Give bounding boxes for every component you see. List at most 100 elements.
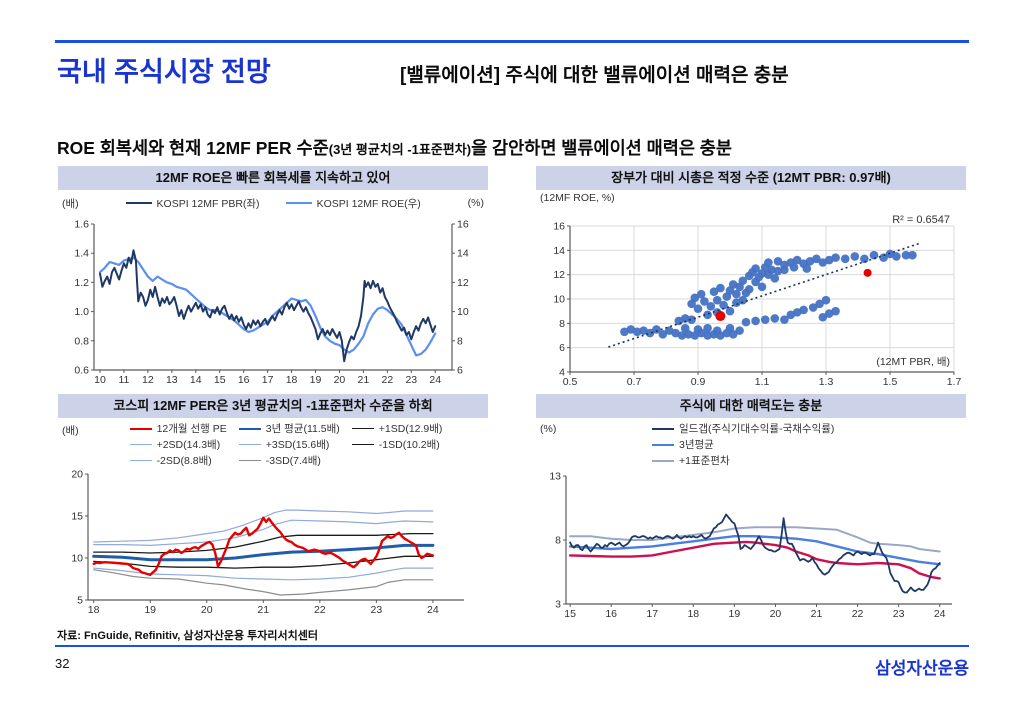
legend-swatch	[238, 444, 261, 445]
svg-text:5: 5	[77, 595, 83, 607]
series-KOSPI 12MF PBR(좌)	[99, 249, 437, 363]
svg-text:12: 12	[553, 269, 565, 281]
legend-block: (%) 일드갭(주식기대수익률-국채수익률) 3년평균 +1표준편차	[536, 418, 966, 468]
svg-text:10: 10	[553, 294, 565, 306]
svg-text:1.7: 1.7	[947, 376, 962, 388]
panel-title: 12MF ROE은 빠른 회복세를 지속하고 있어	[58, 166, 488, 190]
legend-swatch	[351, 444, 374, 445]
highlight-point	[863, 268, 872, 277]
svg-text:1.6: 1.6	[74, 219, 89, 231]
legend: 12개월 선행 PE 3년 평균(11.5배) +1SD(12.9배) +2SD(14…	[104, 421, 442, 468]
axis-unit-left: (12MF ROE, %)	[540, 192, 615, 204]
panel-per-bands: 코스피 12MF PER은 3년 평균치의 -1표준편차 수준을 하회 (배) …	[58, 394, 488, 620]
svg-text:20: 20	[770, 608, 782, 620]
section-heading-prefix: ROE 회복세와 현재 12MF PER 수준	[57, 138, 329, 158]
legend-item: 3년 평균(11.5배)	[238, 421, 340, 436]
svg-text:16: 16	[238, 374, 250, 386]
yield-gap-line-chart: 15 16 17 18 19 20 21 22 23 24 3 8 13	[549, 471, 952, 620]
svg-text:0.8: 0.8	[74, 335, 89, 347]
legend: KOSPI 12MF PBR(좌) KOSPI 12MF ROE(우)	[79, 196, 468, 211]
svg-text:19: 19	[310, 374, 322, 386]
svg-text:13: 13	[549, 471, 561, 483]
legend-label: +1표준편차	[679, 455, 730, 467]
panel-yield-gap: 주식에 대한 매력도는 충분 (%) 일드갭(주식기대수익률-국채수익률) 3년평…	[536, 394, 966, 626]
panel-pbr-roe-trend: 12MF ROE은 빠른 회복세를 지속하고 있어 (배) KOSPI 12MF…	[58, 166, 488, 392]
svg-text:6: 6	[559, 342, 565, 354]
svg-text:15: 15	[564, 608, 576, 620]
svg-text:22: 22	[314, 604, 326, 616]
legend-swatch	[652, 427, 674, 430]
legend-label: -1SD(10.2배)	[378, 439, 440, 451]
legend-label: 12개월 선행 PE	[156, 423, 227, 435]
svg-text:16: 16	[605, 608, 617, 620]
legend-label: -2SD(8.8배)	[156, 455, 212, 467]
top-divider	[55, 40, 969, 43]
legend-swatch	[125, 202, 152, 204]
panel-pbr-roe-scatter: 장부가 대비 시총은 적정 수준 (12MT PBR: 0.97배) (12MF…	[536, 166, 966, 394]
svg-text:19: 19	[144, 604, 156, 616]
series-+1표준편차	[569, 526, 941, 553]
annotation: (12MT PBR, 배)	[876, 356, 950, 368]
legend-swatch	[285, 202, 312, 204]
svg-text:17: 17	[646, 608, 658, 620]
svg-text:16: 16	[457, 219, 469, 231]
svg-text:24: 24	[429, 374, 441, 386]
legend-item: 3년평균	[652, 437, 966, 452]
legend-item: +1SD(12.9배)	[351, 421, 442, 436]
section-heading: ROE 회복세와 현재 12MF PER 수준(3년 평균치의 -1표준편차)을…	[57, 135, 732, 160]
section-heading-suffix: 을 감안하면 밸류에이션 매력은 충분	[471, 138, 733, 158]
svg-text:18: 18	[286, 374, 298, 386]
svg-text:1.5: 1.5	[883, 376, 898, 388]
svg-text:0.5: 0.5	[563, 376, 578, 388]
svg-text:1.2: 1.2	[74, 277, 89, 289]
svg-text:14: 14	[190, 374, 202, 386]
svg-text:22: 22	[852, 608, 864, 620]
series-3년 평균(11.5배)	[92, 543, 435, 562]
legend-swatch	[652, 459, 674, 462]
svg-text:1.0: 1.0	[74, 306, 89, 318]
legend-label: KOSPI 12MF PBR(좌)	[156, 197, 260, 210]
legend-item: +2SD(14.3배)	[129, 437, 227, 452]
svg-text:1.1: 1.1	[755, 376, 770, 388]
svg-text:1.3: 1.3	[819, 376, 834, 388]
legend-swatch	[129, 427, 152, 430]
svg-text:21: 21	[811, 608, 823, 620]
svg-text:20: 20	[201, 604, 213, 616]
series-12개월 선행 PE	[92, 516, 435, 576]
legend-swatch	[238, 427, 261, 430]
svg-text:24: 24	[934, 608, 946, 620]
svg-text:15: 15	[71, 511, 83, 523]
svg-text:24: 24	[427, 604, 439, 616]
bottom-divider	[55, 645, 969, 647]
panel-title: 주식에 대한 매력도는 충분	[536, 394, 966, 418]
svg-text:17: 17	[262, 374, 274, 386]
pbr-roe-line-chart: 10 11 12 13 14 15 16 17 18 19 20 21 22 23 24 0.6 0.8 1.0 1…	[74, 219, 469, 387]
svg-text:18: 18	[687, 608, 699, 620]
legend-label: +3SD(15.6배)	[265, 439, 330, 451]
axis-unit-left: (배)	[62, 425, 79, 437]
annotation: R² = 0.6547	[892, 214, 950, 226]
section-heading-paren: (3년 평균치의 -1표준편차)	[328, 142, 472, 157]
axis-unit-left: (배)	[62, 197, 79, 210]
company-logo: 삼성자산운용	[875, 659, 969, 678]
legend-item: 12개월 선행 PE	[129, 421, 227, 436]
svg-text:12: 12	[457, 277, 469, 289]
legend-label: -3SD(7.4배)	[265, 455, 321, 467]
svg-text:3: 3	[555, 599, 561, 611]
legend-label: 3년 평균(11.5배)	[265, 423, 340, 435]
legend-swatch	[129, 460, 152, 461]
legend-row: (배) KOSPI 12MF PBR(좌) KOSPI 12MF ROE(우) (…	[58, 190, 488, 216]
legend-item: +3SD(15.6배)	[238, 437, 340, 452]
svg-text:13: 13	[166, 374, 178, 386]
svg-text:8: 8	[457, 335, 463, 347]
panel-title: 장부가 대비 시총은 적정 수준 (12MT PBR: 0.97배)	[536, 166, 966, 190]
legend-swatch	[238, 460, 261, 461]
pbr-roe-scatter-chart: 0.5 0.7 0.9 1.1 1.3 1.5 1.7 4 6 8 10 12 14 16 R² = 0.6…	[553, 214, 962, 388]
series--1SD(10.2배)	[93, 555, 434, 569]
series--3SD(7.4배)	[93, 569, 434, 596]
series-KOSPI 12MF ROE(우)	[98, 256, 437, 357]
svg-text:21: 21	[257, 604, 269, 616]
svg-text:21: 21	[358, 374, 370, 386]
svg-text:11: 11	[118, 374, 129, 386]
axis-unit-right: (%)	[467, 197, 484, 209]
